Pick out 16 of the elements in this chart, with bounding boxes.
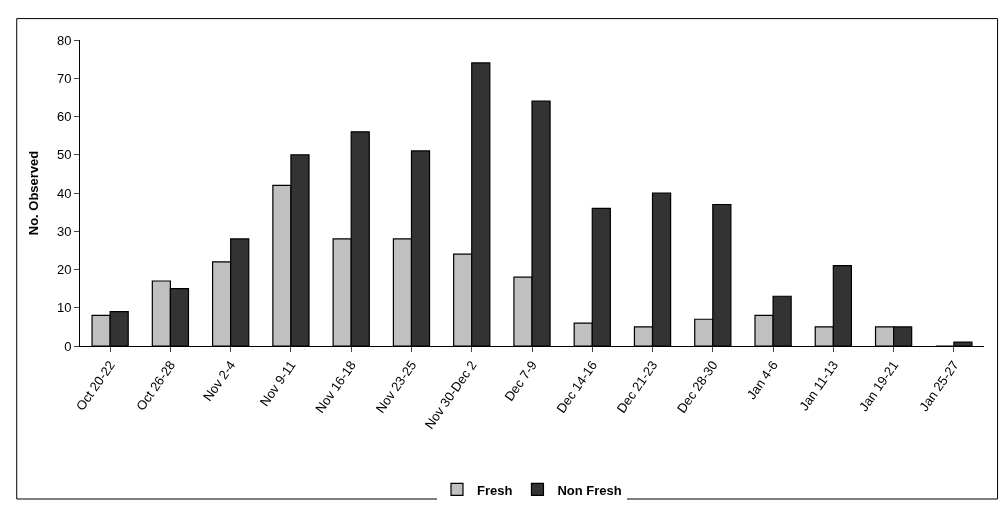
x-tick-label: Jan 4-6 [743,357,781,403]
y-tick-label: 30 [56,223,72,239]
y-axis-title: No. Observed [25,150,41,236]
y-tick-label: 0 [64,338,72,354]
legend-label: Non Fresh [557,482,622,498]
x-tick-label: Nov 2-4 [200,357,239,404]
y-tick-label: 80 [56,32,72,48]
y-tick-label: 10 [56,300,72,316]
x-tick-label: Nov 9-11 [256,357,299,409]
y-tick-label: 70 [56,70,72,86]
y-tick-label: 50 [56,147,72,163]
x-tick-label: Dec 7-9 [501,357,540,404]
y-tick-label: 20 [56,262,72,278]
y-tick-label: 40 [56,185,72,201]
y-tick-label: 60 [56,109,72,125]
legend-label: Fresh [477,482,513,498]
